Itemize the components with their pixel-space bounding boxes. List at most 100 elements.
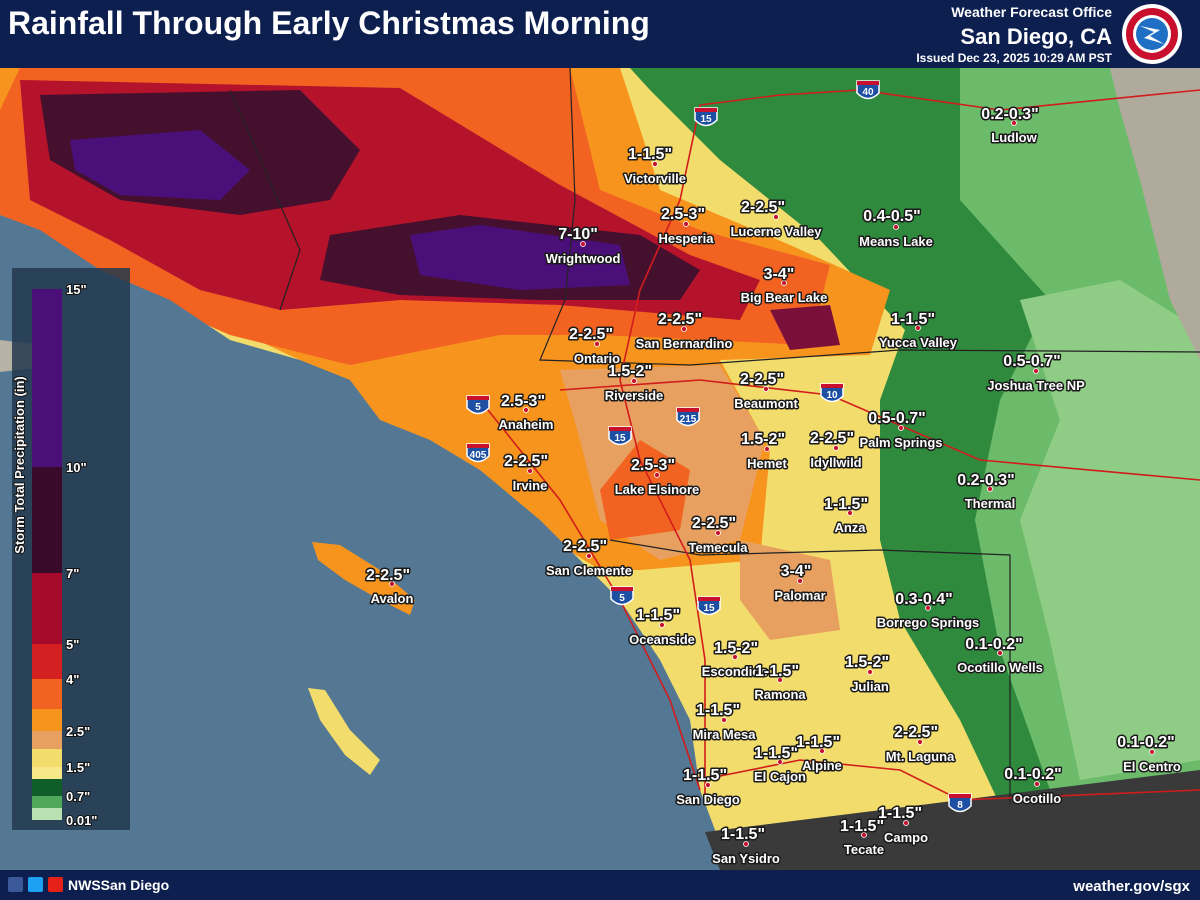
place-dot	[527, 468, 533, 474]
twitter-icon[interactable]	[28, 877, 43, 892]
place-name: Hesperia	[659, 231, 715, 246]
place-dot	[925, 605, 931, 611]
facebook-icon[interactable]	[8, 877, 23, 892]
place-dot	[764, 446, 770, 452]
rainfall-amount: 1.5-2"	[741, 431, 785, 448]
place-name: Hemet	[747, 456, 787, 471]
place-dot	[867, 669, 873, 675]
tan-zone	[740, 540, 840, 640]
rainfall-amount: 2-2.5"	[504, 453, 548, 470]
place-name: Temecula	[688, 540, 748, 555]
place-dot	[743, 841, 749, 847]
place-dot	[683, 221, 689, 227]
place-dot	[594, 341, 600, 347]
rainfall-amount: 7-10"	[558, 226, 598, 243]
place-dot	[847, 510, 853, 516]
place-dot	[523, 407, 529, 413]
place-dot	[389, 581, 395, 587]
rainfall-amount: 1-1.5"	[754, 745, 798, 762]
purple-zone	[410, 225, 630, 290]
place-dot	[997, 650, 1003, 656]
place-dot	[652, 161, 658, 167]
youtube-icon[interactable]	[48, 877, 63, 892]
shield-shape	[948, 793, 972, 813]
rainfall-amount: 0.1-0.2"	[1117, 734, 1174, 751]
legend-label: 7"	[66, 566, 79, 581]
ocean	[0, 215, 720, 870]
place-dot	[631, 378, 637, 384]
rainfall-amount: 2-2.5"	[810, 430, 854, 447]
rainfall-amount: 1-1.5"	[696, 702, 740, 719]
place-name: Campo	[884, 830, 928, 845]
shield-top	[949, 794, 971, 798]
rainfall-amount: 0.4-0.5"	[863, 208, 920, 225]
shield-top	[695, 108, 717, 112]
place-dot	[797, 578, 803, 584]
place-name: Big Bear Lake	[741, 290, 828, 305]
place-dot	[721, 717, 727, 723]
rainfall-amount: 1.5-2"	[714, 640, 758, 657]
place-name: Victorville	[624, 171, 686, 186]
place-name: Escondido	[702, 664, 769, 679]
highway-number: 15	[614, 433, 626, 444]
shield-shape	[610, 586, 634, 606]
place-name: San Bernardino	[636, 336, 733, 351]
place-name: Palm Springs	[859, 435, 942, 450]
shield-top	[698, 597, 720, 601]
shield-top	[677, 408, 699, 412]
nws-logo	[1122, 4, 1182, 64]
rainfall-amount: 1-1.5"	[636, 607, 680, 624]
place-name: Ontario	[574, 351, 620, 366]
legend-labels: 15" 10" 7" 5" 4" 2.5" 1.5" 0.7" 0.01"	[65, 281, 98, 829]
legend-label: 2.5"	[66, 724, 90, 739]
place-name: Idyllwild	[810, 455, 861, 470]
place-dot	[893, 224, 899, 230]
desert-terrain	[1110, 68, 1200, 360]
website[interactable]: weather.gov/sgx	[1072, 878, 1190, 895]
rainfall-amount: 0.5-0.7"	[868, 410, 925, 427]
place-name: Mt. Laguna	[886, 749, 955, 764]
highway-number: 8	[957, 800, 963, 811]
office: Weather Forecast Office	[951, 4, 1112, 20]
purple-zone	[70, 130, 250, 200]
rainfall-amount: 2-2.5"	[658, 311, 702, 328]
rainfall-amount: 2.5-3"	[661, 206, 705, 223]
place-name: Tecate	[844, 842, 884, 857]
shield-shape	[820, 383, 844, 403]
rainfall-amount: 0.1-0.2"	[1004, 766, 1061, 783]
place-dot	[763, 386, 769, 392]
legend-colorbar	[32, 289, 62, 820]
legend-label: 5"	[66, 637, 79, 652]
place-name: Ramona	[754, 687, 806, 702]
shield-top	[821, 384, 843, 388]
place-name: Lake Elsinore	[615, 482, 700, 497]
rainfall-amount: 2-2.5"	[692, 515, 736, 532]
rainfall-amount: 1-1.5"	[755, 663, 799, 680]
shield-shape	[694, 107, 718, 127]
place-name: Lucerne Valley	[730, 224, 822, 239]
rainfall-amount: 2-2.5"	[894, 724, 938, 741]
place-dot	[898, 425, 904, 431]
place-dot	[586, 553, 592, 559]
footer-bar	[0, 870, 1200, 900]
san-clemente-island	[308, 688, 380, 775]
place-dot	[1034, 781, 1040, 787]
rainfall-amount: 1-1.5"	[824, 496, 868, 513]
legend-title: Storm Total Precipitation (in)	[12, 376, 27, 553]
rainfall-amount: 2-2.5"	[569, 326, 613, 343]
place-dot	[833, 445, 839, 451]
place-dot	[580, 241, 586, 247]
highway-number: 40	[862, 87, 874, 98]
place-dot	[1011, 120, 1017, 126]
rainfall-amount: 2.5-3"	[501, 393, 545, 410]
shield-shape	[856, 80, 880, 100]
place-dot	[917, 739, 923, 745]
place-name: El Centro	[1123, 759, 1181, 774]
county-borders	[229, 67, 1200, 805]
place-name: Ocotillo Wells	[957, 660, 1043, 675]
shield-shape	[466, 395, 490, 415]
rainfall-amount: 0.3-0.4"	[895, 591, 952, 608]
place-name: Beaumont	[734, 396, 798, 411]
